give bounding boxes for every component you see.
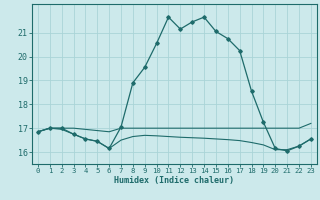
X-axis label: Humidex (Indice chaleur): Humidex (Indice chaleur)	[115, 176, 234, 185]
